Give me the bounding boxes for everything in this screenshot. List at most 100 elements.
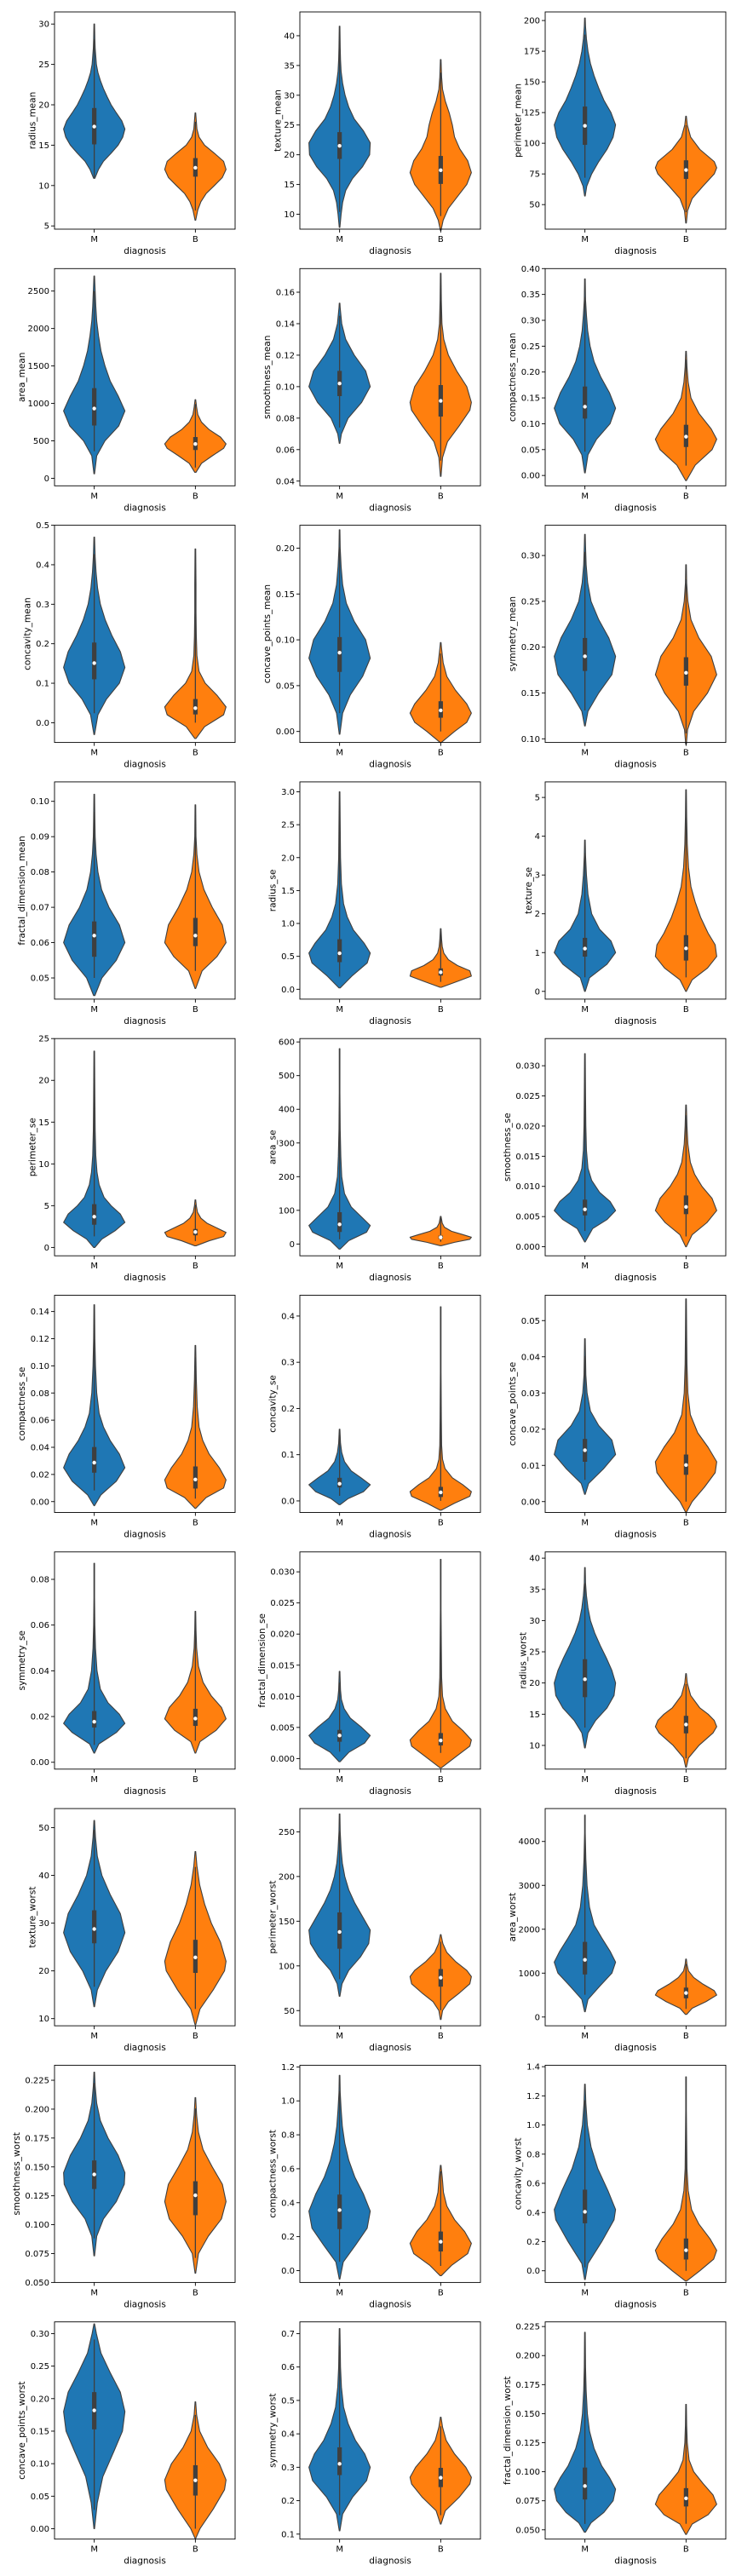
y-tick-label: 0.010 xyxy=(270,1693,295,1702)
plot-frame xyxy=(54,2321,236,2540)
x-tick-label-M: M xyxy=(90,492,98,501)
median-marker-B xyxy=(684,168,688,172)
iqr-box-B xyxy=(193,437,198,451)
violin-body-B xyxy=(164,112,227,221)
y-tick-label: 0.12 xyxy=(276,351,295,360)
iqr-box-M xyxy=(583,386,588,419)
y-axis-label: perimeter_mean xyxy=(513,83,523,158)
iqr-box-M xyxy=(92,1910,97,1944)
iqr-box-M xyxy=(92,1711,97,1728)
y-axis-label: concave_points_mean xyxy=(262,584,273,683)
y-tick-label: 0.15 xyxy=(521,689,540,699)
y-tick-label: 15 xyxy=(529,1711,540,1720)
y-tick-label: 250 xyxy=(279,1828,295,1837)
violin-body-B xyxy=(164,2401,227,2539)
x-tick-label-M: M xyxy=(336,2288,343,2297)
median-marker-B xyxy=(684,434,688,439)
median-marker-B xyxy=(439,168,443,173)
y-tick-label: 0.5 xyxy=(281,2396,295,2406)
x-axis-label: diagnosis xyxy=(614,2299,657,2309)
violin-body-B xyxy=(164,1611,227,1754)
x-axis-label: diagnosis xyxy=(369,1016,411,1026)
x-axis-label: diagnosis xyxy=(614,1016,657,1026)
iqr-box-B xyxy=(683,2238,688,2260)
y-tick-label: 0.2 xyxy=(281,1405,295,1414)
x-tick-label-B: B xyxy=(438,1262,444,1271)
median-marker-B xyxy=(193,1955,198,1960)
y-tick-label: 0.2 xyxy=(36,640,49,649)
y-tick-label: 0.075 xyxy=(515,2497,540,2506)
x-axis-label: diagnosis xyxy=(614,760,657,770)
x-tick-label-M: M xyxy=(581,2032,589,2041)
y-tick-label: 0.8 xyxy=(281,2131,295,2141)
y-tick-label: 0.010 xyxy=(515,1182,540,1192)
y-tick-label: 0.10 xyxy=(31,2460,49,2470)
y-tick-label: 2000 xyxy=(28,325,49,334)
y-tick-label: 0.25 xyxy=(521,597,540,607)
y-tick-label: 0.100 xyxy=(25,2221,49,2230)
median-marker-M xyxy=(337,1929,342,1935)
iqr-box-B xyxy=(193,1708,198,1727)
x-tick-label-M: M xyxy=(336,235,343,244)
violin-body-B xyxy=(409,641,472,744)
y-tick-label: 0.08 xyxy=(31,868,49,877)
y-tick-label: 0 xyxy=(535,2013,540,2022)
y-tick-label: 0.00 xyxy=(276,727,295,737)
median-marker-M xyxy=(337,2208,342,2212)
y-tick-label: 0.06 xyxy=(276,446,295,455)
y-tick-label: 0.10 xyxy=(521,420,540,429)
x-tick-label-B: B xyxy=(193,1005,198,1015)
y-tick-label: 0.030 xyxy=(515,1062,540,1072)
x-tick-label-B: B xyxy=(193,1775,198,1785)
median-marker-M xyxy=(92,2408,96,2412)
violin-body-M xyxy=(308,1670,371,1762)
iqr-box-B xyxy=(683,424,688,447)
iqr-box-B xyxy=(683,934,688,961)
violin-body-M xyxy=(554,2332,617,2533)
y-tick-label: 0.0 xyxy=(526,2267,540,2276)
y-tick-label: 40 xyxy=(38,1872,49,1881)
median-marker-M xyxy=(337,1481,342,1486)
x-axis-label: diagnosis xyxy=(614,1530,657,1540)
violin-body-M xyxy=(554,1567,617,1749)
violin-body-B xyxy=(164,399,227,474)
y-tick-label: 0.14 xyxy=(276,319,295,329)
y-tick-label: 10 xyxy=(38,181,49,191)
y-tick-label: 1.4 xyxy=(526,2063,540,2073)
y-tick-label: 30 xyxy=(284,91,295,101)
plot-frame xyxy=(544,1038,727,1256)
x-tick-label-M: M xyxy=(336,2032,343,2041)
violin-body-M xyxy=(554,1337,617,1495)
y-tick-label: 2.0 xyxy=(281,854,295,863)
iqr-box-B xyxy=(438,1969,443,1987)
y-tick-label: 50 xyxy=(284,2007,295,2016)
plot-frame xyxy=(54,1038,236,1256)
y-tick-label: 0.2 xyxy=(281,2233,295,2242)
x-tick-label-M: M xyxy=(90,2545,98,2555)
x-tick-label-B: B xyxy=(683,1519,689,1528)
violin-body-M xyxy=(554,17,617,197)
x-tick-label-B: B xyxy=(438,749,444,758)
y-tick-label: 0.4 xyxy=(526,2209,540,2218)
y-tick-label: 0.05 xyxy=(276,681,295,691)
y-tick-label: 0.150 xyxy=(25,2163,49,2172)
y-tick-label: 1.2 xyxy=(281,2063,295,2073)
iqr-box-B xyxy=(438,1486,443,1498)
y-tick-label: 50 xyxy=(529,201,540,210)
x-tick-label-B: B xyxy=(193,1262,198,1271)
iqr-box-B xyxy=(683,1195,688,1215)
median-marker-B xyxy=(439,2475,443,2480)
y-tick-label: 0.1 xyxy=(281,2530,295,2539)
x-axis-label: diagnosis xyxy=(369,2556,411,2567)
x-tick-label-M: M xyxy=(581,2545,589,2555)
median-marker-B xyxy=(193,1477,198,1481)
median-marker-M xyxy=(337,650,342,655)
plot-frame xyxy=(54,267,236,486)
violin-body-B xyxy=(409,2416,472,2525)
y-tick-label: 35 xyxy=(529,1585,540,1595)
